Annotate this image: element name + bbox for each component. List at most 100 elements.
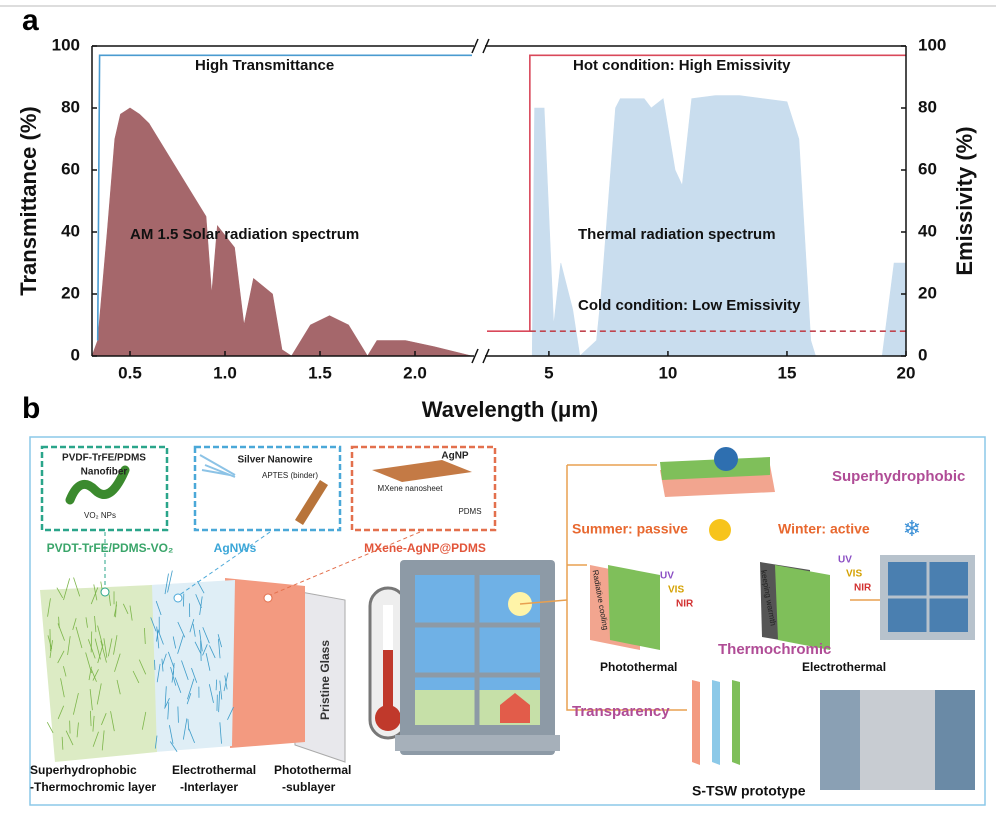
fiber [164,573,169,595]
fiber [89,689,93,711]
x-tick-label: 0.5 [118,363,142,382]
layer-label: Photothermal [274,763,351,777]
fiber [116,679,121,695]
y-tick-label: 0 [71,345,80,364]
layer-stack-circle [173,593,183,603]
layer-label: Electrothermal [172,763,256,777]
function-diagram: ❄ [519,447,975,790]
fiber [227,706,234,720]
fiber [194,641,202,654]
fiber [196,580,205,594]
fiber [101,730,105,751]
x-axis-label: Wavelength (μm) [422,397,598,422]
inset-nanofiber: PVDF-TrFE/PDMS Nanofiber VO₂ NPs [40,445,169,532]
fiber [218,691,221,713]
function-diagram-polygon [712,680,720,765]
y-axis-label: Transmittance (%) [16,106,41,296]
inset-caption: MXene-AgNP@PDMS [364,541,486,555]
fiber [169,725,174,744]
fiber [219,680,223,700]
y-tick-label: 80 [61,97,80,116]
fiber [187,719,190,731]
fiber [188,728,195,744]
window-illustration-rect [383,650,393,715]
x-tick-label: 1.0 [213,363,237,382]
fiber [56,587,64,599]
fiber [63,578,71,601]
inset-nanowire-text: APTES (binder) [262,471,318,480]
fiber [92,715,95,732]
fiber [113,604,118,617]
fiber [101,713,107,726]
fiber [110,711,115,732]
inset-mxene-text: MXene nanosheet [378,484,444,493]
fiber [90,631,93,653]
fiber [72,692,79,715]
feature-labels-text: NIR [854,583,872,594]
fiber [49,640,53,659]
fiber [154,735,158,749]
y-tick-label: 20 [918,283,937,302]
inset-nanofiber-rect [40,445,169,532]
y-tick-label: 100 [918,35,946,54]
function-diagram-text: ❄ [903,516,921,541]
inset-mxene: AgNP MXene nanosheet PDMS [350,445,497,532]
fiber [172,636,177,649]
fiber [164,686,167,708]
layer-stack [40,531,421,763]
inset-nanowire-path [295,480,328,525]
fiber [89,710,92,727]
series-annotation: Cold condition: Low Emissivity [578,297,801,314]
feature-labels-text: Transparency [572,703,670,720]
fiber [200,640,202,662]
series-annotation: AM 1.5 Solar radiation spectrum [130,226,359,243]
fiber [219,722,222,744]
y-tick-label: 60 [918,159,937,178]
fiber [154,659,156,670]
fiber [76,722,79,738]
fiber [85,617,88,628]
function-diagram-polygon [608,565,660,650]
function-diagram-polygon [732,680,740,765]
spectrum-area [91,107,473,357]
x-tick-label: 20 [897,363,916,382]
layer-stack-g [46,570,234,752]
fiber [97,625,103,645]
fiber [182,718,188,740]
panel-label: a [22,4,39,37]
feature-labels-text: VIS [668,585,684,596]
fiber [171,671,174,683]
fiber [138,659,147,675]
axis-break [471,38,490,54]
inset-nanofiber-text: VO₂ NPs [84,511,116,520]
fiber [88,666,92,681]
axis-break [471,348,490,364]
fiber [92,669,99,681]
layer-stack-polygon [40,585,157,762]
panel-b: b PVDF-TrFE/PDMS Nanofiber VO₂ NPs Silve… [22,392,986,806]
fiber [87,639,96,659]
feature-labels-text: NIR [676,599,694,610]
fiber [132,670,140,684]
fiber [96,683,102,705]
fiber [103,638,108,658]
fiber [113,635,118,655]
layer-stack-line [177,531,271,597]
x-tick-label: 2.0 [403,363,427,382]
feature-labels-text: UV [660,571,674,582]
fiber [94,615,97,633]
x-tick-label: 5 [544,363,553,382]
fiber [129,605,133,621]
inset-nanowire-path [199,454,236,478]
fiber [141,711,147,730]
fiber [169,741,178,752]
layer-stack-circle [100,587,110,597]
y-tick-label: 60 [61,159,80,178]
layer-label: Superhydrophobic [30,763,137,777]
panel-frame [29,436,986,806]
inset-caption: AgNWs [214,541,257,555]
fiber [122,603,129,615]
